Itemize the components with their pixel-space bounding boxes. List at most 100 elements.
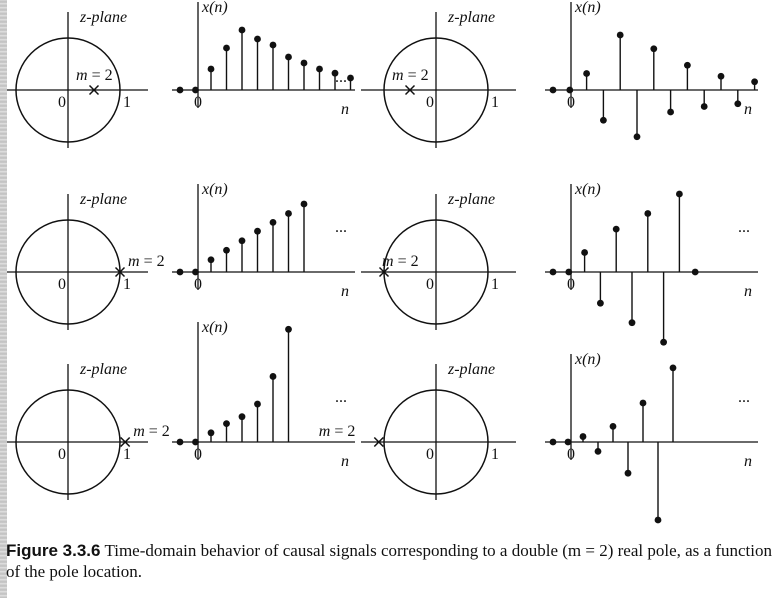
stem-point	[238, 237, 246, 245]
stem-point	[238, 26, 246, 34]
stem-point	[176, 438, 184, 446]
unit-circle	[383, 37, 489, 143]
unit-label: 1	[123, 446, 131, 463]
stem-point	[566, 86, 574, 94]
multiplicity-label: m = 2	[76, 67, 113, 84]
z-plane-diagram: z-plane 0 1m = 2	[0, 361, 170, 500]
stem-point	[628, 319, 636, 327]
origin-label: 0	[567, 276, 575, 293]
origin-label: 0	[194, 94, 202, 111]
stem-point	[676, 190, 683, 198]
stem-point	[549, 268, 557, 276]
n-label: n	[341, 101, 349, 118]
multiplicity-label: m = 2	[128, 253, 165, 270]
stem-point	[254, 227, 261, 235]
stem-plot: x(n)0 n...	[172, 0, 355, 118]
stem-point	[207, 65, 215, 73]
stem-point	[285, 53, 292, 61]
stem-point	[207, 429, 215, 437]
panel-3: z-plane 0 1 m = 2 x(n) 0 n...	[361, 181, 758, 346]
z-plane-label: z-plane	[79, 361, 127, 378]
multiplicity-label: m = 2	[382, 253, 419, 270]
origin-label: 0	[194, 446, 202, 463]
stem-point	[269, 373, 277, 380]
ellipsis: ...	[738, 219, 750, 236]
stem-point	[192, 268, 199, 276]
origin-label: 0	[58, 276, 66, 293]
unit-label: 1	[491, 276, 499, 293]
stem-point	[700, 103, 708, 110]
stem-point	[300, 200, 308, 208]
stem-point	[192, 86, 199, 94]
stem-point	[684, 61, 691, 69]
stem-point	[238, 413, 246, 421]
stem-point	[549, 438, 557, 446]
stem-point	[565, 268, 573, 276]
xn-label: x(n)	[574, 351, 601, 368]
stem-point	[612, 225, 620, 233]
n-label: n	[341, 453, 349, 470]
stem-point	[192, 438, 199, 446]
scan-edge-decoration	[0, 0, 7, 598]
figure-label: Figure 3.3.6	[6, 541, 101, 560]
stem-point	[691, 268, 699, 276]
stem-point	[609, 423, 617, 430]
stem-point	[269, 218, 277, 226]
n-label: n	[341, 283, 349, 300]
xn-label: x(n)	[201, 0, 228, 16]
stem-point	[624, 469, 632, 477]
stem-point	[176, 86, 184, 94]
stem-point	[549, 86, 557, 94]
stem-point	[269, 41, 277, 49]
multiplicity-label: m = 2	[319, 423, 356, 440]
pole-marker	[404, 84, 416, 96]
n-label: n	[744, 453, 752, 470]
unit-label: 1	[123, 94, 131, 111]
stem-point	[316, 65, 323, 73]
stem-point	[223, 44, 230, 52]
stem-plot: x(n)0 n...	[545, 181, 758, 346]
stem-point	[254, 35, 261, 43]
origin-label: 0	[58, 94, 66, 111]
stem-point	[285, 210, 292, 217]
origin-label: 0	[194, 276, 202, 293]
z-plane-label: z-plane	[447, 191, 495, 208]
stem-point	[581, 249, 588, 256]
stem-point	[644, 210, 652, 217]
stem-point	[223, 420, 230, 427]
multiplicity-label: m = 2	[133, 423, 170, 440]
stem-point	[331, 69, 339, 77]
z-plane-label: z-plane	[447, 361, 495, 378]
stem-point	[285, 325, 292, 333]
unit-label: 1	[123, 276, 131, 293]
stem-point	[347, 74, 354, 82]
origin-label: 0	[426, 446, 434, 463]
stem-plot: x(n) 0 n	[545, 0, 758, 141]
panel-5: z-plane 0 1 m = 2 x(n) 0 n...	[319, 351, 758, 524]
origin-label: 0	[58, 446, 66, 463]
ellipsis: ...	[335, 389, 347, 406]
pole-marker	[114, 266, 126, 278]
stem-point	[667, 108, 674, 116]
stem-point	[616, 31, 624, 39]
unit-label: 1	[491, 94, 499, 111]
stem-point	[633, 133, 641, 141]
ellipsis: ...	[738, 389, 750, 406]
pole-marker	[373, 436, 384, 448]
n-label: n	[744, 283, 752, 300]
stem-point	[223, 246, 230, 254]
stem-point	[654, 516, 662, 524]
panel-2: z-plane 0 1 m = 2 x(n) 0 n...	[0, 181, 355, 330]
stem-point	[597, 299, 604, 307]
xn-label: x(n)	[574, 0, 601, 16]
pole-marker	[120, 436, 131, 448]
unit-circle	[15, 389, 121, 495]
figure-caption-text: Time-domain behavior of causal signals c…	[6, 541, 772, 581]
